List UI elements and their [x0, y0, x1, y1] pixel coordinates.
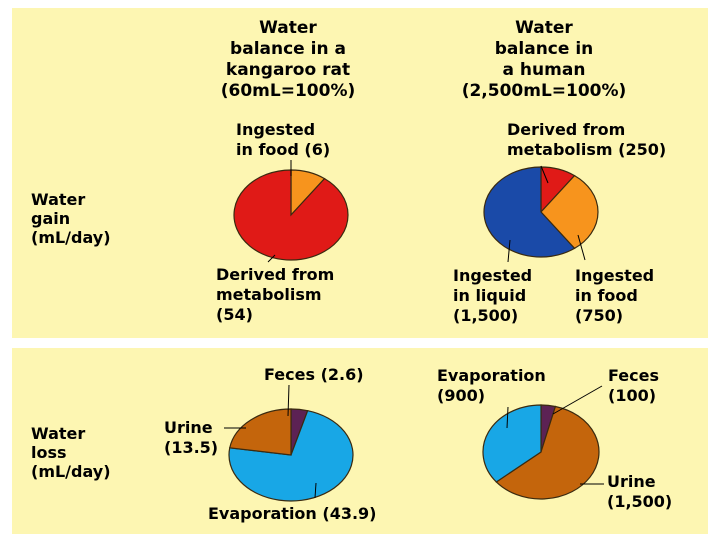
human-gain-metabolism-label: Derived from metabolism (250) — [507, 120, 667, 159]
rat-gain-leader-line-1 — [267, 254, 276, 263]
rat-loss-evaporation-label: Evaporation (43.9) — [208, 504, 377, 523]
human-loss-slice-2 — [482, 404, 542, 483]
human-loss-feces-label: Feces (100) — [608, 366, 659, 405]
rat-loss-slice-1 — [228, 410, 354, 502]
human-loss-leader-line-2 — [506, 406, 509, 429]
human-loss-urine-label: Urine (1,500) — [607, 472, 673, 511]
rat-column-title: Water balance in a kangaroo rat (60mL=10… — [220, 18, 356, 101]
rat-loss-leader-line-0 — [287, 384, 290, 417]
human-column-title: Water balance in a human (2,500mL=100%) — [461, 18, 627, 101]
rat-loss-leader-line-1 — [314, 482, 317, 499]
rat-gain-food-label: Ingested in food (6) — [236, 120, 331, 159]
water-gain-panel — [12, 8, 708, 338]
rat-gain-slice-1 — [233, 169, 349, 261]
human-gain-slice-1 — [540, 174, 599, 250]
human-loss-evaporation-label: Evaporation (900) — [437, 366, 546, 405]
human-loss-leader-line-0 — [552, 385, 603, 415]
human-gain-liquid-label: Ingested in liquid (1,500) — [453, 266, 533, 325]
rat-gain-metabolism-label: Derived from metabolism (54) — [216, 265, 335, 324]
human-gain-leader-line-2 — [507, 239, 511, 263]
rat-loss-feces-label: Feces (2.6) — [264, 365, 364, 384]
rat-loss-urine-label: Urine (13.5) — [164, 418, 219, 457]
human-loss-slice-1 — [495, 405, 600, 500]
human-gain-leader-line-0 — [540, 165, 549, 184]
human-gain-food-label: Ingested in food (750) — [575, 266, 655, 325]
human-gain-slice-2 — [483, 166, 576, 258]
water-loss-row-label: Water loss (mL/day) — [31, 424, 111, 481]
human-gain-leader-line-1 — [577, 234, 586, 261]
water-gain-row-label: Water gain (mL/day) — [31, 190, 111, 247]
rat-loss-slice-2 — [229, 408, 292, 456]
